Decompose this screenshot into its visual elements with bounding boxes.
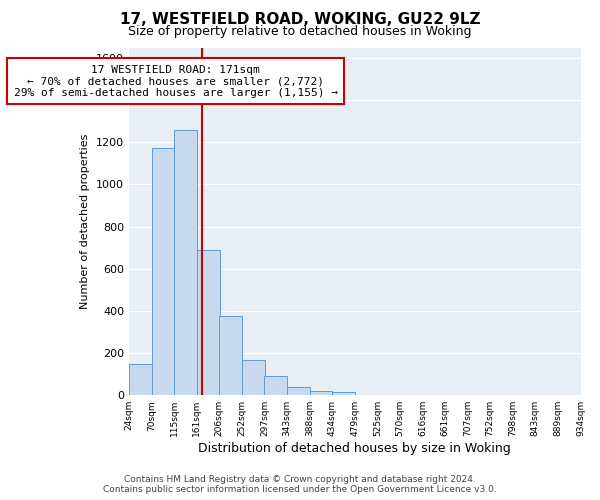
Text: 17, WESTFIELD ROAD, WOKING, GU22 9LZ: 17, WESTFIELD ROAD, WOKING, GU22 9LZ — [120, 12, 480, 28]
X-axis label: Distribution of detached houses by size in Woking: Distribution of detached houses by size … — [199, 442, 511, 455]
Bar — [287, 388, 310, 395]
Bar — [152, 148, 175, 395]
Bar — [197, 250, 220, 395]
Bar — [265, 376, 287, 395]
Bar — [242, 360, 265, 395]
Text: Contains HM Land Registry data © Crown copyright and database right 2024.
Contai: Contains HM Land Registry data © Crown c… — [103, 474, 497, 494]
Text: 17 WESTFIELD ROAD: 171sqm
← 70% of detached houses are smaller (2,772)
29% of se: 17 WESTFIELD ROAD: 171sqm ← 70% of detac… — [14, 64, 338, 98]
Bar — [129, 364, 152, 395]
Bar — [219, 316, 242, 395]
Bar — [174, 130, 197, 395]
Text: Size of property relative to detached houses in Woking: Size of property relative to detached ho… — [128, 25, 472, 38]
Bar — [332, 392, 355, 395]
Bar — [310, 390, 332, 395]
Y-axis label: Number of detached properties: Number of detached properties — [80, 134, 91, 309]
